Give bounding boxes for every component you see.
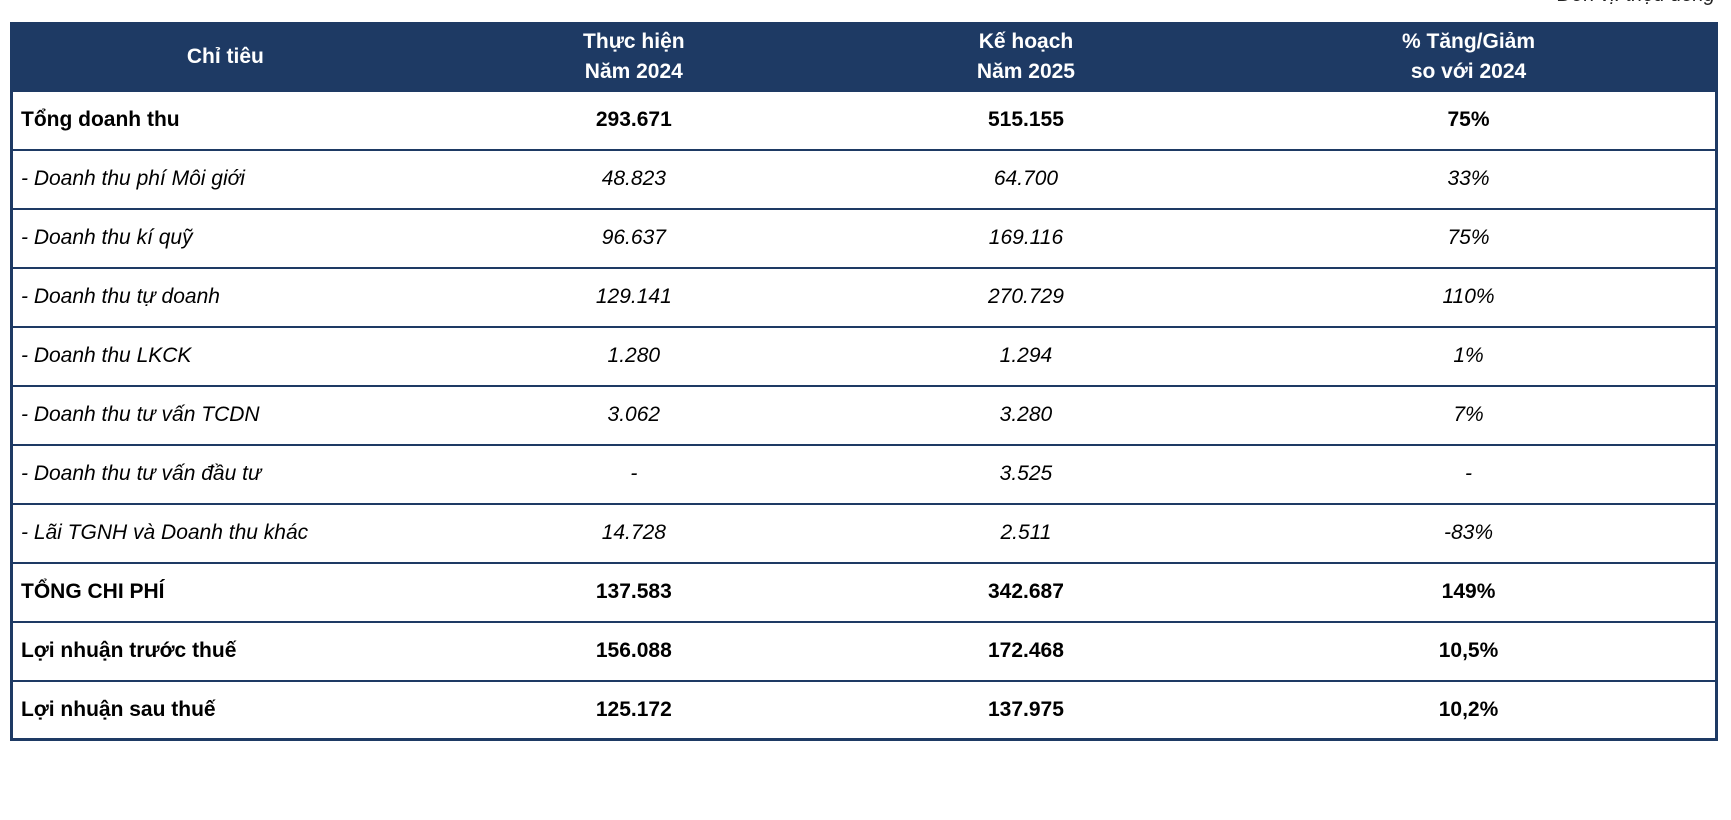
table-row: - Doanh thu LKCK 1.280 1.294 1% <box>11 325 1717 387</box>
table-row: TỔNG CHI PHÍ 137.583 342.687 149% <box>11 561 1717 623</box>
value-2025: 172.468 <box>829 620 1223 682</box>
value-2024: 48.823 <box>437 148 830 210</box>
row-label: Tổng doanh thu <box>11 89 438 151</box>
value-pct: 1% <box>1222 325 1717 387</box>
table-body: Tổng doanh thu 293.671 515.155 75% - Doa… <box>11 89 1717 741</box>
row-label: - Doanh thu phí Môi giới <box>11 148 438 210</box>
row-label: - Doanh thu tư vấn đầu tư <box>11 443 438 505</box>
column-header-pct-change: % Tăng/Giảm so với 2024 <box>1222 22 1717 92</box>
value-2024: 293.671 <box>437 89 830 151</box>
table-row: - Doanh thu kí quỹ 96.637 169.116 75% <box>11 207 1717 269</box>
unit-note: Đơn vị: triệu đồng <box>1557 0 1715 7</box>
value-2025: 3.280 <box>829 384 1223 446</box>
value-2025: 2.511 <box>829 502 1223 564</box>
value-2025: 1.294 <box>829 325 1223 387</box>
table-row: - Doanh thu tự doanh 129.141 270.729 110… <box>11 266 1717 328</box>
value-2024: 3.062 <box>437 384 830 446</box>
value-2024: 156.088 <box>437 620 830 682</box>
row-label: - Doanh thu LKCK <box>11 325 438 387</box>
row-label: Lợi nhuận trước thuế <box>11 620 438 682</box>
financial-plan-table: Chỉ tiêu Thực hiện Năm 2024 Kế hoạch Năm… <box>10 22 1718 742</box>
value-pct: 149% <box>1222 561 1717 623</box>
table-row: - Doanh thu tư vấn đầu tư - 3.525 - <box>11 443 1717 505</box>
value-2024: 1.280 <box>437 325 830 387</box>
column-header-chi-tieu: Chỉ tiêu <box>11 22 438 92</box>
value-pct: 110% <box>1222 266 1717 328</box>
value-pct: 33% <box>1222 148 1717 210</box>
value-pct: 10,2% <box>1222 679 1717 741</box>
value-2024: - <box>437 443 830 505</box>
value-pct: -83% <box>1222 502 1717 564</box>
row-label: Lợi nhuận sau thuế <box>11 679 438 741</box>
value-pct: 7% <box>1222 384 1717 446</box>
value-pct: 10,5% <box>1222 620 1717 682</box>
row-label: - Doanh thu kí quỹ <box>11 207 438 269</box>
table-row: Lợi nhuận sau thuế 125.172 137.975 10,2% <box>11 679 1717 741</box>
value-2025: 3.525 <box>829 443 1223 505</box>
value-2024: 137.583 <box>437 561 830 623</box>
table-row: - Doanh thu tư vấn TCDN 3.062 3.280 7% <box>11 384 1717 446</box>
row-label: TỔNG CHI PHÍ <box>11 561 438 623</box>
value-2024: 14.728 <box>437 502 830 564</box>
table-row: Lợi nhuận trước thuế 156.088 172.468 10,… <box>11 620 1717 682</box>
column-header-ke-hoach-2025: Kế hoạch Năm 2025 <box>829 22 1223 92</box>
row-label: - Doanh thu tư vấn TCDN <box>11 384 438 446</box>
header-row: Chỉ tiêu Thực hiện Năm 2024 Kế hoạch Năm… <box>11 22 1717 92</box>
table-row: Tổng doanh thu 293.671 515.155 75% <box>11 89 1717 151</box>
value-2025: 270.729 <box>829 266 1223 328</box>
value-2025: 515.155 <box>829 89 1223 151</box>
row-label: - Lãi TGNH và Doanh thu khác <box>11 502 438 564</box>
table-row: - Lãi TGNH và Doanh thu khác 14.728 2.51… <box>11 502 1717 564</box>
value-2025: 137.975 <box>829 679 1223 741</box>
value-2024: 129.141 <box>437 266 830 328</box>
table-header: Chỉ tiêu Thực hiện Năm 2024 Kế hoạch Năm… <box>11 22 1717 92</box>
value-pct: 75% <box>1222 89 1717 151</box>
value-2024: 125.172 <box>437 679 830 741</box>
value-2025: 342.687 <box>829 561 1223 623</box>
table-row: - Doanh thu phí Môi giới 48.823 64.700 3… <box>11 148 1717 210</box>
value-2024: 96.637 <box>437 207 830 269</box>
value-pct: 75% <box>1222 207 1717 269</box>
value-pct: - <box>1222 443 1717 505</box>
value-2025: 169.116 <box>829 207 1223 269</box>
column-header-thuc-hien-2024: Thực hiện Năm 2024 <box>437 22 830 92</box>
row-label: - Doanh thu tự doanh <box>11 266 438 328</box>
value-2025: 64.700 <box>829 148 1223 210</box>
